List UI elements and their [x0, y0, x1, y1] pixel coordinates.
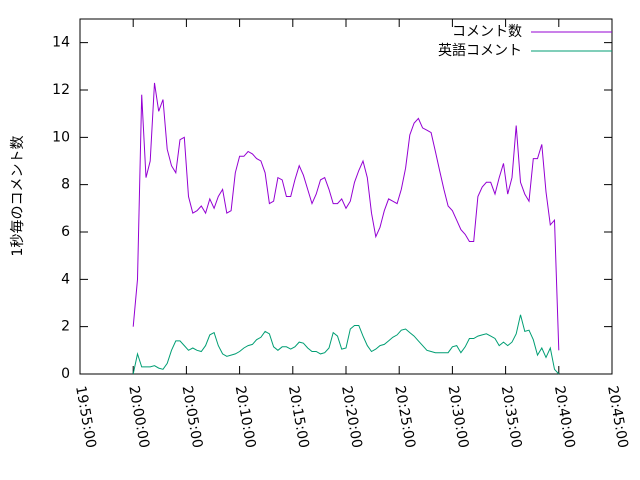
- x-tick-label: 19:55:00: [72, 385, 99, 450]
- y-tick-label: 2: [61, 319, 70, 335]
- y-tick-label: 6: [61, 224, 70, 240]
- x-tick-label: 20:35:00: [498, 385, 525, 450]
- y-tick-label: 14: [52, 35, 70, 51]
- y-tick-label: 4: [61, 271, 70, 287]
- series-line: [132, 314, 560, 375]
- series-line: [132, 82, 560, 351]
- x-tick-label: 20:10:00: [232, 385, 259, 450]
- y-tick-label: 10: [52, 129, 70, 145]
- y-tick-label: 12: [52, 82, 70, 98]
- x-tick-label: 20:25:00: [391, 385, 418, 450]
- x-tick-label: 20:15:00: [285, 385, 312, 450]
- x-tick-label: 20:40:00: [551, 385, 578, 450]
- x-tick-label: 20:00:00: [125, 385, 152, 450]
- x-tick-label: 20:30:00: [445, 385, 472, 450]
- y-tick-label: 8: [61, 177, 70, 193]
- x-tick-label: 20:20:00: [338, 385, 365, 450]
- y-axis-label: 1秒毎のコメント数: [10, 136, 26, 257]
- x-tick-label: 20:45:00: [604, 385, 631, 450]
- legend-label: 英語コメント: [438, 42, 522, 59]
- legend-label: コメント数: [452, 24, 522, 40]
- plot-frame: [79, 18, 613, 375]
- x-tick-label: 20:05:00: [179, 385, 206, 450]
- y-tick-label: 0: [61, 366, 70, 382]
